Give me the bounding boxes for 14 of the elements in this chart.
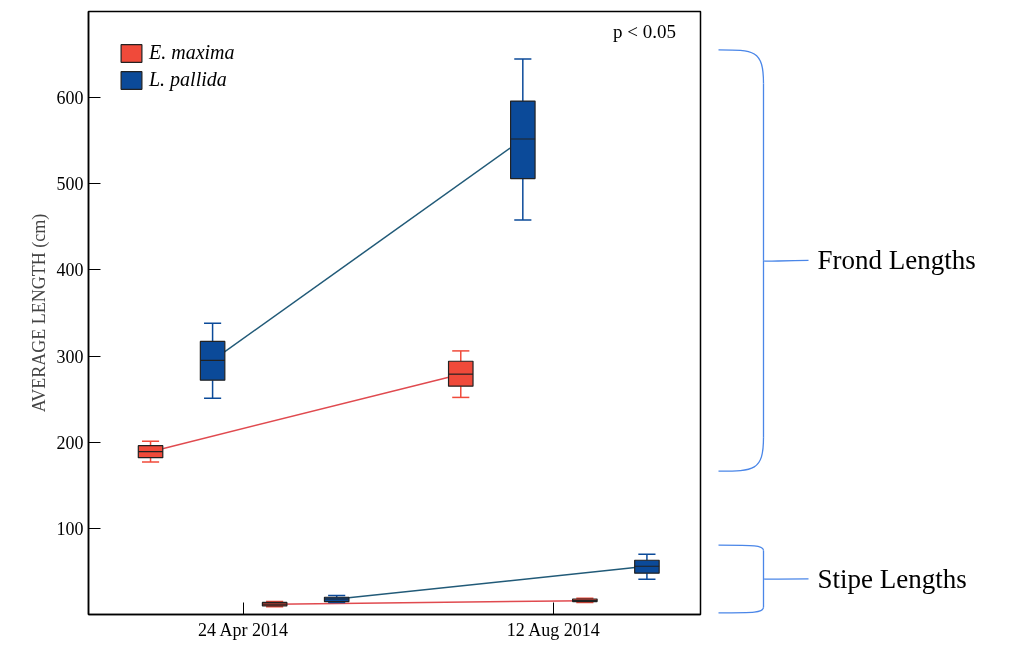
x-tick-label: 12 Aug 2014 <box>506 619 600 640</box>
annotation: p < 0.05 <box>613 20 677 42</box>
y-tick-label: 200 <box>56 432 84 453</box>
x-tick-label: 24 Apr 2014 <box>198 619 289 640</box>
text: Stipe Lengths <box>817 563 967 594</box>
y-tick-label: 500 <box>56 174 84 195</box>
y-tick-label: 600 <box>56 88 84 109</box>
legend-label: L. pallida <box>149 68 227 91</box>
y-tick-label: 100 <box>56 518 84 539</box>
y-axis-title: AVERAGE LENGTH (cm) <box>28 213 50 413</box>
y-tick-label: 300 <box>56 346 84 367</box>
text: Frond Lengths <box>817 245 976 276</box>
legend-label: E. maxima <box>149 41 235 64</box>
y-tick-label: 400 <box>56 260 84 281</box>
